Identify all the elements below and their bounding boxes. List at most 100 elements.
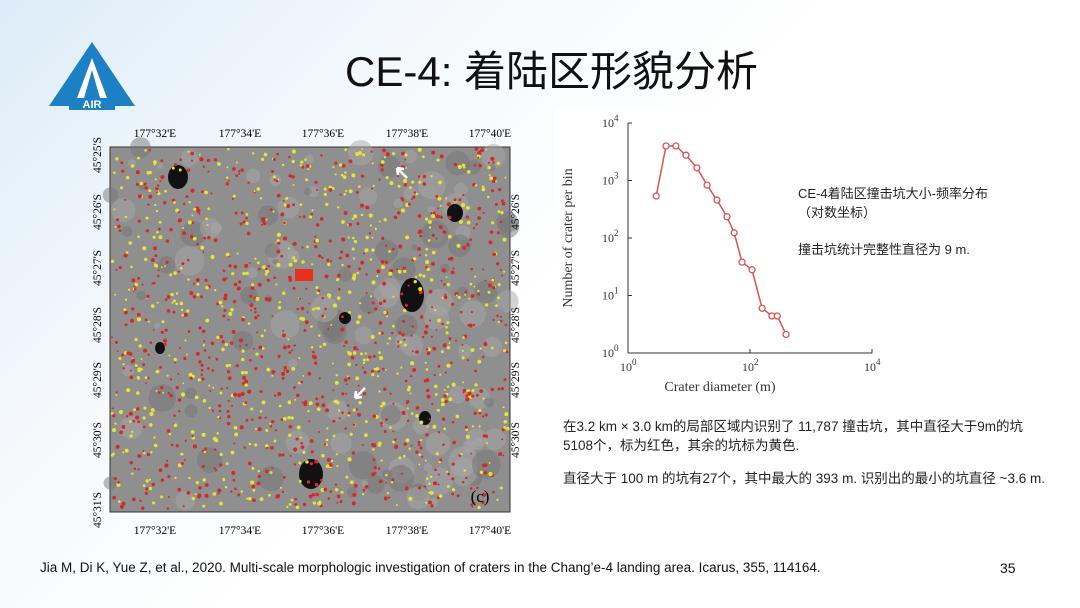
crater-dot xyxy=(328,463,333,467)
crater-dot xyxy=(339,193,342,196)
crater-dot xyxy=(227,376,232,381)
crater-dot xyxy=(458,219,464,224)
crater-dot xyxy=(254,310,257,314)
crater-dot xyxy=(476,486,479,490)
crater-dot xyxy=(175,444,179,448)
crater-dot xyxy=(232,478,236,482)
crater-dot xyxy=(391,478,395,482)
crater-dot xyxy=(167,475,171,479)
crater-dot xyxy=(231,329,236,335)
crater-dot xyxy=(249,294,253,298)
crater-dot xyxy=(198,360,202,364)
crater-dot xyxy=(166,429,171,433)
longitude-label: 177°34'E xyxy=(219,128,261,140)
crater xyxy=(339,312,351,324)
crater-dot xyxy=(388,337,392,340)
crater-dot xyxy=(115,269,118,272)
crater-dot xyxy=(145,229,149,233)
crater-dot xyxy=(428,418,431,421)
crater-dot xyxy=(142,451,146,455)
crater-dot xyxy=(244,370,248,375)
crater-dot xyxy=(380,163,384,168)
crater-dot xyxy=(269,425,273,428)
crater-dot xyxy=(266,367,271,372)
crater-dot xyxy=(259,410,263,413)
crater-dot xyxy=(415,192,419,196)
crater-dot xyxy=(293,447,298,452)
crater-dot xyxy=(281,376,285,380)
crater-dot xyxy=(302,215,306,219)
crater-dot xyxy=(201,190,204,194)
crater-dot xyxy=(441,296,444,300)
crater-dot xyxy=(315,397,319,401)
crater-dot xyxy=(134,282,139,287)
crater-dot xyxy=(220,387,223,390)
crater-dot xyxy=(299,215,302,218)
crater-dot xyxy=(499,315,502,318)
crater-dot xyxy=(383,156,386,159)
crater-dot xyxy=(418,453,422,457)
crater-dot xyxy=(152,329,155,331)
crater-dot xyxy=(200,245,205,250)
crater xyxy=(299,459,323,489)
crater-dot xyxy=(210,341,215,346)
crater-dot xyxy=(306,480,311,484)
terrain-spot xyxy=(285,430,309,454)
crater-dot xyxy=(487,290,491,294)
crater-dot xyxy=(372,448,375,451)
data-point xyxy=(773,312,781,320)
terrain-spot xyxy=(121,226,133,237)
crater-dot xyxy=(482,397,485,400)
crater-dot xyxy=(125,251,129,254)
crater-dot xyxy=(385,152,390,157)
crater-dot xyxy=(364,352,367,355)
crater-dot xyxy=(492,252,497,257)
crater-dot xyxy=(437,196,442,201)
crater-dot xyxy=(443,427,447,431)
crater-dot xyxy=(388,271,393,276)
crater-dot xyxy=(129,420,132,423)
crater-dot xyxy=(365,205,370,210)
crater-dot xyxy=(474,275,477,278)
crater-dot xyxy=(426,388,430,392)
crater-dot xyxy=(201,377,205,381)
crater-dot xyxy=(320,478,323,482)
crater-dot xyxy=(447,257,451,261)
crater-dot xyxy=(300,441,303,445)
crater-dot xyxy=(311,263,314,266)
crater-dot xyxy=(362,366,365,369)
crater-dot xyxy=(254,257,257,260)
crater-dot xyxy=(496,161,500,166)
crater-dot xyxy=(424,459,427,462)
crater-dot xyxy=(470,311,473,314)
crater-dot xyxy=(462,193,465,197)
crater-dot xyxy=(417,443,421,447)
crater-dot xyxy=(158,235,163,240)
longitude-label: 177°38'E xyxy=(386,525,428,537)
crater-dot xyxy=(437,318,441,323)
crater-dot xyxy=(366,358,370,362)
crater-dot xyxy=(190,188,195,193)
latitude-label: 45°28'S xyxy=(510,307,522,343)
crater-dot xyxy=(473,411,477,415)
crater-dot xyxy=(288,351,292,355)
crater-dot xyxy=(301,317,306,321)
crater-dot xyxy=(276,232,281,237)
crater-dot xyxy=(351,276,356,281)
crater-dot xyxy=(286,505,289,509)
crater-dot xyxy=(184,339,187,342)
crater-dot xyxy=(117,481,120,484)
crater-dot xyxy=(240,370,245,375)
crater-dot xyxy=(317,501,322,506)
terrain-spot xyxy=(483,397,495,408)
crater-dot xyxy=(351,451,356,455)
crater-dot xyxy=(481,415,485,418)
crater-dot xyxy=(381,367,385,371)
crater-dot xyxy=(226,409,230,413)
crater-dot xyxy=(118,229,122,232)
crater-dot xyxy=(145,487,149,491)
crater-dot xyxy=(380,425,383,428)
crater-dot xyxy=(260,334,264,338)
crater-dot xyxy=(411,325,415,328)
crater-dot xyxy=(118,409,124,415)
